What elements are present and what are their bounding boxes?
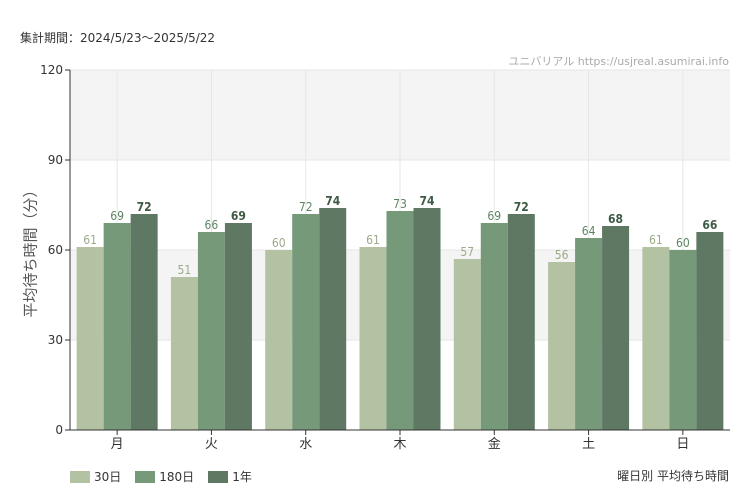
bar-1年-火	[224, 223, 252, 430]
bar-1年-木	[413, 208, 441, 430]
data-label: 68	[608, 212, 623, 226]
x-tick-label: 木	[393, 437, 406, 452]
legend-swatch-180d	[135, 470, 156, 483]
legend-item-180d[interactable]: 180日	[135, 468, 194, 485]
x-tick-label: 火	[205, 437, 218, 452]
x-tick-label: 日	[676, 437, 689, 452]
bar-180日-土	[575, 238, 603, 430]
data-label: 69	[231, 209, 246, 223]
data-label: 56	[555, 248, 569, 262]
bar-180日-月	[103, 223, 131, 430]
legend-swatch-1y	[208, 470, 229, 483]
data-label: 69	[110, 209, 124, 223]
legend-label-180d: 180日	[159, 470, 195, 484]
data-label: 66	[702, 218, 717, 232]
data-label: 60	[272, 236, 286, 250]
data-label: 72	[514, 200, 529, 214]
data-label: 74	[325, 194, 341, 208]
y-tick-label: 0	[55, 423, 63, 437]
x-tick-label: 土	[582, 437, 595, 452]
legend-label-1y: 1年	[232, 470, 252, 484]
data-label: 73	[393, 197, 407, 211]
data-label: 72	[137, 200, 152, 214]
data-label: 66	[205, 218, 219, 232]
bar-30日-月	[76, 247, 104, 430]
x-tick-label: 月	[111, 437, 124, 452]
bar-180日-金	[480, 223, 508, 430]
bar-180日-火	[197, 232, 225, 430]
data-label: 61	[366, 233, 380, 247]
bar-30日-火	[170, 277, 198, 430]
data-label: 60	[676, 236, 690, 250]
bar-180日-水	[292, 214, 320, 430]
bar-1年-金	[507, 214, 535, 430]
bar-30日-金	[453, 259, 481, 430]
y-tick-label: 30	[48, 333, 63, 347]
chart-title: 曜日別 平均待ち時間	[617, 469, 729, 483]
legend-label-30d: 30日	[94, 470, 122, 484]
bar-180日-木	[386, 211, 414, 430]
y-tick-label: 60	[48, 243, 63, 257]
data-label: 72	[299, 200, 313, 214]
data-label: 69	[487, 209, 501, 223]
bar-30日-土	[548, 262, 576, 430]
site-watermark: ユニバリアル https://usjreal.asumirai.info	[508, 55, 729, 68]
bar-30日-日	[642, 247, 670, 430]
bar-1年-土	[602, 226, 630, 430]
data-label: 51	[178, 263, 192, 277]
legend-swatch-30d	[70, 470, 90, 483]
bar-180日-日	[669, 250, 697, 430]
legend: 30日 180日 1年	[70, 468, 266, 485]
bar-30日-水	[265, 250, 293, 430]
legend-item-30d[interactable]: 30日	[70, 468, 121, 485]
aggregation-period: 集計期間：2024/5/23〜2025/5/22	[20, 31, 216, 45]
legend-item-1y[interactable]: 1年	[208, 468, 252, 485]
bar-1年-日	[696, 232, 724, 430]
y-tick-label: 90	[48, 153, 63, 167]
data-label: 61	[649, 233, 663, 247]
x-tick-label: 水	[299, 437, 312, 452]
data-label: 64	[582, 224, 596, 238]
bar-1年-水	[319, 208, 347, 430]
x-tick-label: 金	[488, 436, 501, 452]
data-label: 74	[419, 194, 435, 208]
bar-1年-月	[130, 214, 158, 430]
y-tick-label: 120	[40, 63, 63, 77]
bar-30日-木	[359, 247, 387, 430]
data-label: 57	[460, 245, 474, 259]
data-label: 61	[83, 233, 97, 247]
